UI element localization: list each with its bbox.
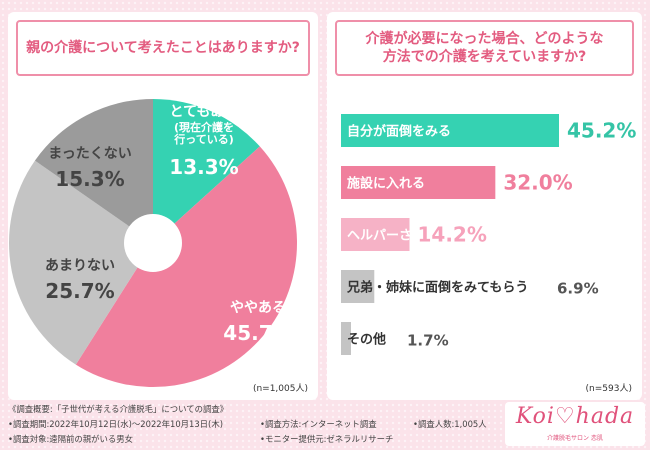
logo-wordmark: Koi♡hada [515, 404, 635, 429]
left-sample-size: (n=1,005人) [252, 384, 308, 394]
bar-label-siblings: 兄弟・姉妹に面倒をみてもらう [346, 280, 528, 296]
slice-somewhat [75, 146, 298, 387]
slice-not-at-all [34, 99, 153, 243]
bar-label-other: その他 [347, 332, 386, 348]
bar-self-care [341, 114, 559, 147]
label-not-much: あまりない [45, 258, 115, 274]
note-very-much: (現在介護を [174, 120, 234, 134]
donut-hole [124, 214, 182, 272]
bar-value-facility: 32.0% [503, 171, 572, 195]
slice-very-much [153, 99, 260, 243]
label-very-much: とてもある [170, 104, 239, 120]
right-sample-size: (n=593人) [585, 384, 632, 394]
bar-label-self-care: 自分が面倒をみる [347, 124, 451, 140]
note-very-much: 行っている) [173, 132, 233, 146]
label-not-at-all: まったくない [48, 146, 131, 162]
right-question-box: 介護が必要になった場合、どのような 方法での介護を考えていますか? [335, 20, 634, 76]
slice-not-much [8, 160, 154, 365]
left-question-box: 親の介護について考えたことはありますか? [16, 20, 310, 76]
logo-subtitle: 介護脱毛サロン 恋肌 [547, 435, 603, 442]
value-very-much: 13.3% [169, 155, 238, 179]
left-chart-panel: 親の介護について考えたことはありますか? とてもある (現在介護を 行っている) 13… [8, 12, 318, 400]
value-somewhat: 45.7% [223, 321, 292, 345]
value-not-much: 25.7% [45, 279, 114, 303]
brand-logo: Koi♡hada 介護脱毛サロン 恋肌 [505, 402, 645, 446]
bar-label-helper: ヘルパーさんを頼む [347, 228, 464, 244]
survey-method: •調査方法:インターネット調査 [260, 419, 377, 429]
bar-helper [341, 218, 410, 251]
survey-count: •調査人数:1,005人 [413, 419, 487, 429]
survey-period: •調査期間:2022年10月12日(水)〜2022年10月13日(木) [8, 419, 223, 429]
bar-value-self-care: 45.2% [567, 119, 636, 143]
label-somewhat: ややある [230, 300, 286, 316]
bar-value-helper: 14.2% [417, 223, 486, 247]
survey-summary: 《調査概要:「子世代が考える介護脱毛」についての調査》 [8, 404, 229, 414]
survey-target: •調査対象:遠隔前の親がいる男女 [8, 434, 134, 444]
left-question-text: 親の介護について考えたことはありますか? [26, 39, 300, 56]
bar-other [341, 322, 351, 355]
bar-facility [341, 166, 496, 199]
value-not-at-all: 15.3% [55, 167, 124, 191]
right-question-text: 介護が必要になった場合、どのような 方法での介護を考えていますか? [365, 30, 604, 65]
survey-provider: •モニター提供元:ゼネラルリサーチ [260, 434, 394, 444]
bar-siblings [341, 270, 375, 303]
bar-value-other: 1.7% [407, 332, 449, 350]
bar-value-siblings: 6.9% [557, 280, 599, 298]
right-chart-panel: 介護が必要になった場合、どのような 方法での介護を考えていますか? 自分が面倒を… [327, 12, 642, 400]
bar-label-facility: 施設に入れる [347, 176, 425, 192]
